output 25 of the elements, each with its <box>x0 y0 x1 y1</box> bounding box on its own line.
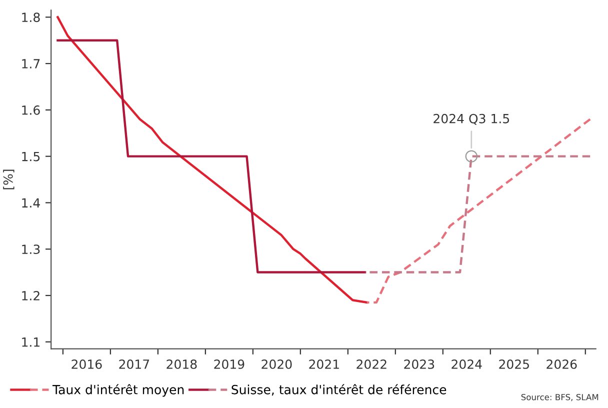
annotation: 2024 Q3 1.5 <box>434 114 510 125</box>
y-tick-label: 1.4 <box>22 198 40 208</box>
x-tick-label: 2022 <box>356 359 386 369</box>
x-tick-label: 2018 <box>166 359 197 369</box>
x-tick-label: 2024 <box>452 359 482 369</box>
x-tick-label: 2017 <box>119 359 150 369</box>
y-tick-label: 1.1 <box>22 338 40 347</box>
source-note: Source: BFS, SLAM <box>521 394 598 402</box>
x-tick-label: 2021 <box>309 359 339 369</box>
y-tick-label: 1.3 <box>22 244 40 254</box>
legend-label: Taux d'intérêt moyen <box>52 384 184 397</box>
legend-label: Suisse, taux d'intérêt de référence <box>232 384 446 396</box>
x-tick-label: 2025 <box>499 359 529 369</box>
y-tick-label: 1.7 <box>22 59 40 68</box>
x-tick-label: 2023 <box>404 359 434 369</box>
y-axis-title: [%] <box>3 170 14 190</box>
x-tick-label: 2020 <box>262 359 292 369</box>
y-tick-label: 1.8 <box>22 12 40 22</box>
x-tick-label: 2016 <box>72 359 102 369</box>
line-series <box>56 16 368 304</box>
y-tick-label: 1.2 <box>22 290 40 300</box>
y-tick-label: 1.6 <box>22 105 40 115</box>
y-tick-label: 1.5 <box>22 152 40 162</box>
x-tick-label: 2026 <box>546 359 577 369</box>
x-tick-label: 2019 <box>214 359 244 369</box>
